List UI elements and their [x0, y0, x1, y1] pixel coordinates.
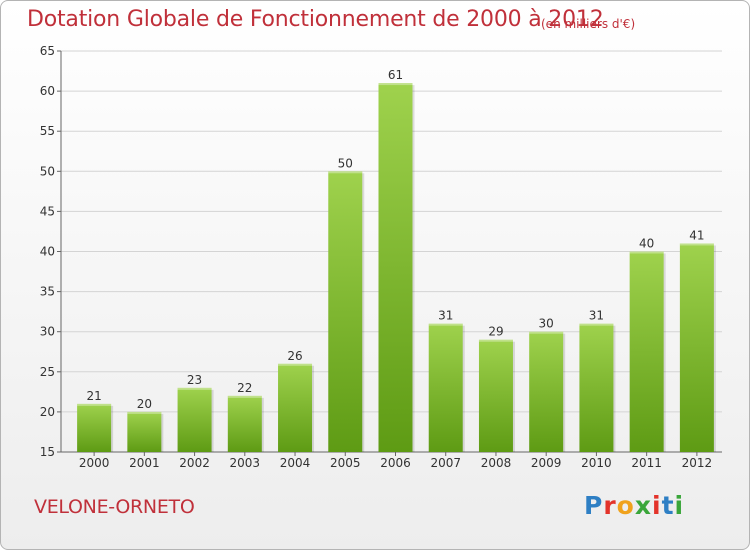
bar-highlight	[127, 411, 162, 414]
unit-note: (en milliers d'€)	[541, 17, 636, 31]
bar	[428, 323, 463, 452]
bar-highlight	[328, 171, 363, 174]
x-tick-label: 2011	[631, 456, 662, 470]
bar-value-label: 31	[589, 309, 604, 323]
x-tick-label: 2001	[129, 456, 160, 470]
y-tick-label: 30	[40, 325, 55, 339]
logo-letter: t	[661, 491, 675, 520]
bar	[278, 363, 313, 452]
bar-highlight	[378, 83, 413, 86]
bar-value-label: 26	[287, 349, 302, 363]
y-tick-label: 15	[40, 445, 55, 459]
place-name: VELONE-ORNETO	[34, 496, 195, 518]
bar	[177, 387, 212, 452]
proxiti-logo: Proxiti	[584, 491, 684, 520]
bar	[378, 83, 413, 452]
logo-letter: i	[652, 491, 662, 520]
x-tick-label: 2004	[280, 456, 311, 470]
labels: 15 20 25 30 35 40 45 50 55 60 65 21 2000 20 2001 23 2002…	[40, 44, 712, 470]
bar-value-label: 50	[338, 156, 353, 170]
bar-highlight	[529, 331, 564, 334]
bar-highlight	[177, 387, 212, 390]
logo-letter: o	[616, 491, 635, 520]
y-tick-label: 65	[40, 44, 55, 58]
bar-value-label: 41	[689, 228, 704, 242]
bar	[127, 411, 162, 452]
y-tick-label: 25	[40, 365, 55, 379]
x-tick-label: 2000	[79, 456, 110, 470]
y-tick-label: 60	[40, 84, 55, 98]
bar-value-label: 21	[86, 389, 101, 403]
x-tick-label: 2009	[531, 456, 562, 470]
bar-value-label: 29	[488, 325, 503, 339]
y-tick-label: 20	[40, 405, 55, 419]
bar-value-label: 30	[539, 317, 554, 331]
bar-highlight	[428, 323, 463, 326]
y-tick-label: 55	[40, 124, 55, 138]
bar-value-label: 22	[237, 381, 252, 395]
bar	[529, 331, 564, 452]
x-tick-label: 2008	[481, 456, 512, 470]
logo-letter: r	[603, 491, 617, 520]
x-tick-label: 2006	[380, 456, 411, 470]
y-tick-label: 35	[40, 285, 55, 299]
chart-title: Dotation Globale de Fonctionnement de 20…	[27, 7, 604, 32]
bar-value-label: 20	[137, 397, 152, 411]
logo-letter: i	[674, 491, 685, 520]
bars	[77, 83, 716, 453]
bar-highlight	[77, 403, 112, 406]
x-tick-label: 2010	[581, 456, 612, 470]
bar	[629, 251, 664, 452]
bar	[328, 171, 363, 453]
bar-highlight	[227, 395, 262, 398]
bar-value-label: 61	[388, 68, 403, 82]
bar-highlight	[579, 323, 614, 326]
bar-highlight	[629, 251, 664, 254]
logo-letter: P	[584, 491, 604, 520]
bar-highlight	[679, 243, 714, 246]
bar	[77, 403, 112, 452]
bar-highlight	[478, 339, 513, 342]
y-tick-label: 40	[40, 245, 55, 259]
x-tick-label: 2002	[179, 456, 210, 470]
bar-value-label: 23	[187, 373, 202, 387]
x-tick-label: 2012	[682, 456, 713, 470]
bar-value-label: 31	[438, 309, 453, 323]
bar-highlight	[278, 363, 313, 366]
x-tick-label: 2003	[230, 456, 261, 470]
bar	[679, 243, 714, 452]
bar-value-label: 40	[639, 237, 654, 251]
bar	[579, 323, 614, 452]
bar	[227, 395, 262, 452]
y-tick-label: 45	[40, 204, 55, 218]
bar	[478, 339, 513, 452]
x-tick-label: 2005	[330, 456, 361, 470]
y-tick-label: 50	[40, 164, 55, 178]
logo-letter: x	[634, 491, 652, 520]
x-tick-label: 2007	[430, 456, 461, 470]
